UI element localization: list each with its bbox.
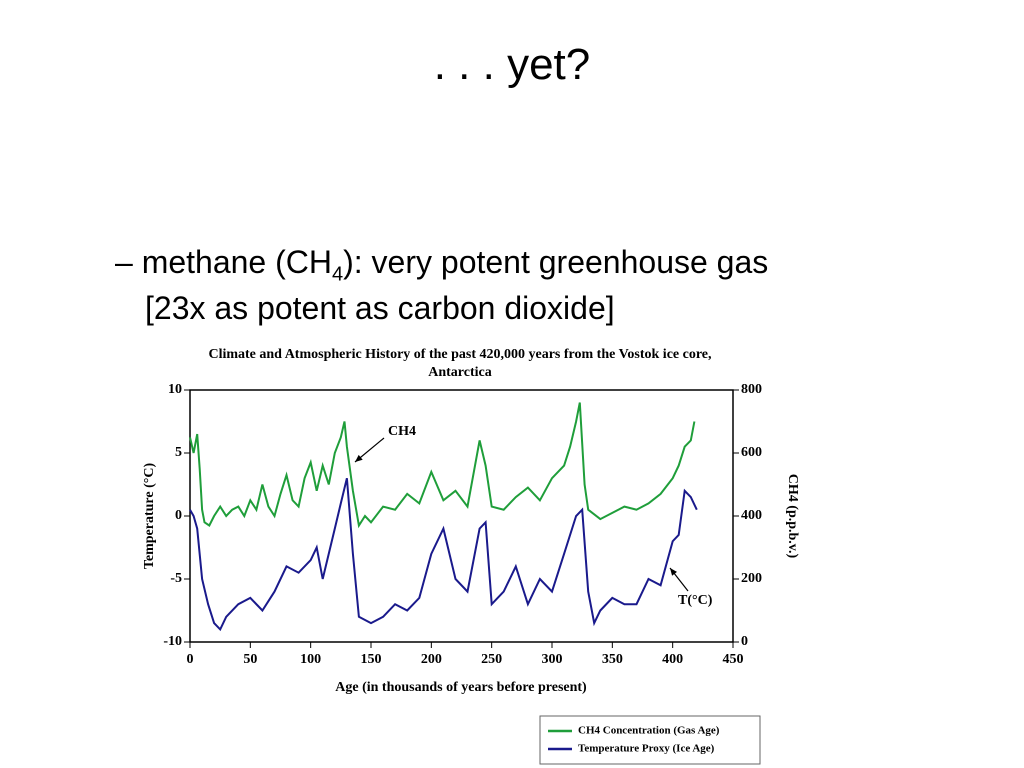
y-tick-label: -5 (170, 571, 182, 586)
x-tick-label: 0 (187, 652, 194, 667)
y2-tick-label: 200 (741, 571, 762, 586)
x-tick-label: 200 (421, 652, 442, 667)
annotation: CH4 (388, 424, 416, 439)
plot-frame (189, 389, 734, 643)
bullet: – methane (CH4): very potent greenhouse … (115, 244, 768, 286)
y-tick-label: 0 (175, 508, 182, 523)
bullet-text: ): very potent greenhouse gas (343, 244, 769, 280)
x-tick-label: 50 (243, 652, 257, 667)
y2-axis-label: CH4 (p.p.b.v.) (785, 474, 800, 559)
y-tick-label: 10 (168, 382, 182, 397)
subscript: 4 (331, 263, 344, 286)
x-tick-label: 250 (481, 652, 502, 667)
slide-title: . . . yet? (433, 40, 591, 89)
y2-tick-label: 0 (741, 634, 748, 649)
bullet-text: methane (CH (141, 244, 332, 280)
legend (539, 715, 761, 765)
x-tick-label: 150 (361, 652, 382, 667)
bullet-line: [23x as potent as carbon dioxide] (145, 290, 615, 326)
arrow-head (355, 454, 363, 462)
annotation: T(°C) (678, 593, 713, 608)
arrow-head (670, 568, 677, 576)
x-tick-label: 300 (542, 652, 563, 667)
x-tick-label: 400 (662, 652, 683, 667)
chart-title: Climate and Atmospheric History of the p… (208, 347, 712, 380)
x-tick-label: 450 (723, 652, 744, 667)
x-axis-label: Age (in thousands of years before presen… (335, 680, 587, 695)
y2-tick-label: 600 (741, 445, 762, 460)
y2-tick-label: 800 (741, 382, 762, 397)
bullet-dash: – (115, 244, 133, 280)
y-tick-label: 5 (175, 445, 182, 460)
x-tick-label: 100 (300, 652, 321, 667)
y-tick-label: -10 (163, 634, 182, 649)
legend-label: CH4 Concentration (Gas Age) (578, 725, 720, 737)
series-line (189, 402, 696, 529)
y2-tick-label: 400 (741, 508, 762, 523)
x-tick-label: 350 (602, 652, 623, 667)
legend-label: Temperature Proxy (Ice Age) (578, 743, 715, 755)
series-line (189, 477, 698, 632)
y-axis-label: Temperature (°C) (142, 463, 157, 570)
